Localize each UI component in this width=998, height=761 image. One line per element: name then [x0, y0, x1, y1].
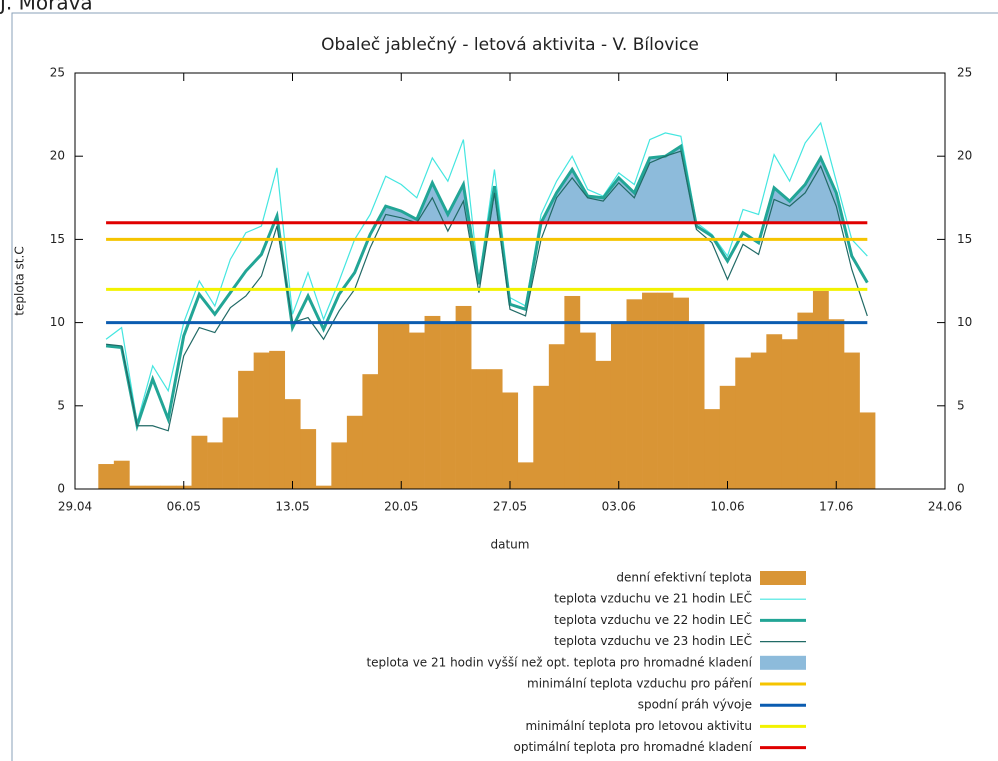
bar — [579, 332, 596, 489]
bar — [129, 485, 146, 489]
bar — [548, 344, 565, 489]
bar — [331, 442, 348, 489]
bar — [362, 374, 379, 489]
bar — [144, 485, 161, 489]
bar — [766, 334, 783, 489]
bar — [595, 360, 612, 489]
bar — [238, 370, 254, 489]
bar — [471, 369, 487, 489]
page-header: J. Morava — [0, 0, 93, 15]
y2-tick-label: 15 — [957, 232, 972, 246]
bar — [642, 292, 658, 489]
bar — [455, 305, 472, 489]
legend-label: teplota vzduchu ve 21 hodin LEČ — [554, 591, 752, 606]
bar — [688, 322, 705, 489]
x-tick-label: 10.06 — [710, 500, 744, 514]
bar — [160, 485, 177, 489]
x-tick-label: 13.05 — [275, 500, 309, 514]
bar — [564, 295, 581, 489]
bar — [750, 352, 767, 489]
legend-label: optimální teplota pro hromadné kladení — [514, 740, 753, 754]
bar — [191, 435, 208, 489]
y-tick-label: 25 — [50, 66, 65, 80]
bar — [346, 415, 363, 489]
y-tick-label: 0 — [57, 482, 65, 496]
bar — [207, 442, 223, 489]
bar — [735, 357, 752, 489]
bar — [626, 299, 643, 489]
line — [105, 121, 868, 423]
bar — [113, 460, 130, 489]
x-tick-label: 06.05 — [167, 500, 201, 514]
bar — [377, 322, 394, 489]
bar — [844, 352, 860, 489]
fill-area — [106, 146, 868, 223]
legend-label: teplota vzduchu ve 23 hodin LEČ — [554, 633, 752, 648]
y2-tick-label: 0 — [957, 482, 965, 496]
bar — [781, 339, 798, 489]
x-tick-label: 03.06 — [602, 500, 636, 514]
bar — [222, 417, 239, 489]
x-tick-label: 17.06 — [819, 500, 853, 514]
legend-swatch — [760, 655, 806, 670]
y2-tick-label: 25 — [957, 66, 972, 80]
bar — [315, 485, 332, 489]
y-tick-label: 15 — [50, 232, 65, 246]
legend-label: teplota vzduchu ve 22 hodin LEČ — [554, 612, 752, 627]
legend-label: teplota ve 21 hodin vyšší než opt. teplo… — [366, 655, 752, 669]
bar — [269, 350, 286, 489]
bar — [284, 399, 301, 489]
bar — [253, 352, 270, 489]
bar — [704, 409, 721, 489]
line — [106, 150, 868, 432]
x-tick-label: 29.04 — [58, 500, 92, 514]
bar — [98, 464, 115, 489]
frame — [11, 12, 998, 761]
x-tick-label: 27.05 — [493, 500, 527, 514]
x-tick-label: 20.05 — [384, 500, 418, 514]
bar — [828, 319, 845, 489]
bar — [859, 412, 876, 489]
bar — [673, 297, 689, 489]
bar — [486, 369, 503, 489]
legend-swatch — [760, 571, 806, 585]
legend-label: spodní práh vývoje — [638, 698, 752, 712]
bar — [424, 315, 441, 489]
bar — [409, 332, 425, 489]
chart-title: Obaleč jablečný - letová aktivita - V. B… — [321, 35, 699, 55]
bar — [812, 290, 829, 489]
y-tick-label: 5 — [57, 398, 65, 412]
bar — [797, 312, 814, 489]
x-axis-label: datum — [491, 538, 530, 552]
bar — [657, 292, 674, 489]
bar — [393, 322, 410, 489]
bar — [300, 429, 317, 489]
bar — [719, 385, 736, 489]
y-axis-label: teplota st.C — [13, 246, 27, 315]
y2-tick-label: 5 — [957, 398, 965, 412]
legend-label: minimální teplota pro letovou aktivitu — [525, 719, 752, 733]
bar — [440, 322, 456, 489]
legend-label: denní efektivní teplota — [616, 571, 752, 585]
bar — [533, 385, 550, 489]
bar — [610, 322, 627, 489]
y-tick-label: 20 — [50, 149, 65, 163]
y2-tick-label: 10 — [957, 315, 972, 329]
y-tick-label: 10 — [50, 315, 65, 329]
bar — [502, 392, 519, 489]
legend-label: minimální teplota vzduchu pro páření — [527, 677, 753, 691]
bar — [517, 462, 534, 489]
x-tick-label: 24.06 — [928, 500, 962, 514]
y2-tick-label: 20 — [957, 149, 972, 163]
